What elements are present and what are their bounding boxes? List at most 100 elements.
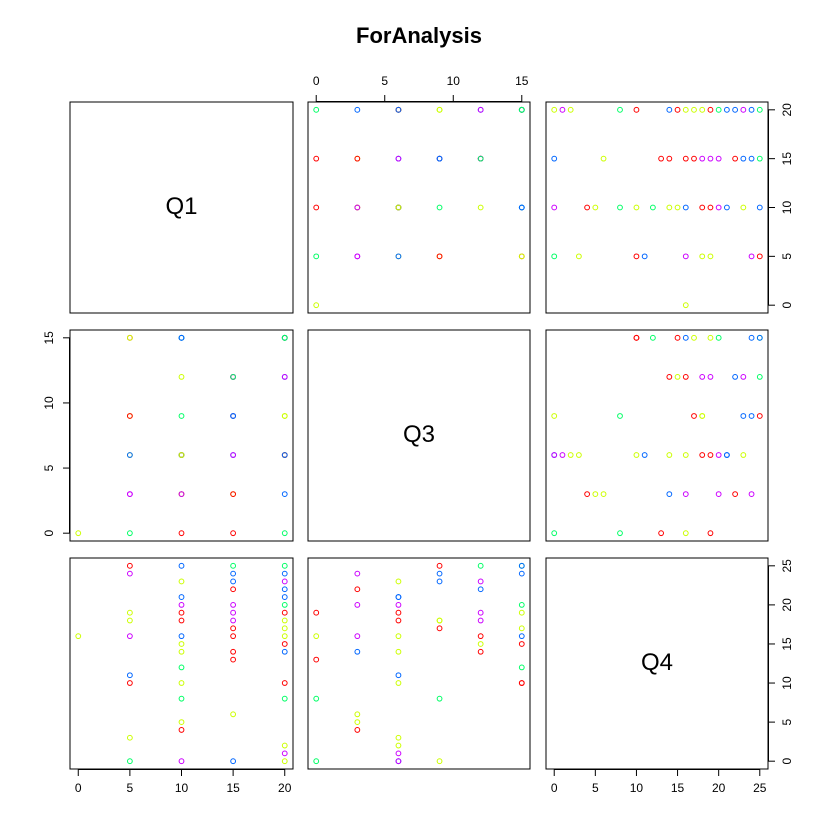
point [518, 664, 525, 671]
point [666, 491, 673, 498]
point [756, 373, 763, 380]
point [715, 334, 722, 341]
point [395, 734, 402, 741]
point [313, 656, 320, 663]
point [281, 742, 288, 749]
y-tick-label: 10 [780, 201, 794, 215]
point [178, 578, 185, 585]
point [230, 452, 237, 458]
point [477, 155, 484, 162]
x-tick-label: 25 [753, 781, 767, 795]
point [649, 334, 656, 341]
point [281, 633, 288, 640]
point [658, 530, 665, 537]
point [477, 586, 484, 593]
point [691, 413, 697, 419]
point [477, 106, 484, 113]
point [682, 373, 689, 380]
point [178, 633, 185, 640]
point [395, 617, 402, 624]
point [699, 204, 706, 211]
y-tick-label: 15 [780, 637, 794, 651]
point [600, 155, 607, 162]
point [551, 155, 558, 162]
y-tick-label: 0 [780, 302, 794, 309]
point [707, 373, 714, 380]
x-tick-label: 15 [515, 74, 529, 88]
x-tick-label: 5 [381, 74, 388, 88]
point [281, 758, 288, 765]
y-tick-label: 25 [780, 559, 794, 573]
y-tick-label: 10 [780, 676, 794, 690]
point [281, 491, 288, 498]
point [658, 155, 665, 162]
point [230, 633, 237, 640]
point [699, 452, 706, 458]
x-tick-label: 5 [127, 781, 134, 795]
point [740, 413, 747, 419]
point [281, 641, 288, 647]
point [732, 106, 739, 113]
y-tick-label: 10 [42, 396, 56, 410]
point [567, 452, 574, 458]
point [748, 334, 755, 341]
point [126, 734, 133, 741]
point [748, 253, 755, 260]
point [178, 727, 185, 733]
point [666, 373, 673, 380]
point [674, 373, 681, 380]
point [518, 609, 525, 616]
point [281, 578, 288, 585]
point [281, 680, 288, 686]
x-tick-label: 15 [226, 781, 240, 795]
point [230, 413, 237, 419]
point [756, 413, 763, 419]
panel-frame [545, 101, 769, 314]
point [666, 452, 673, 458]
point [600, 491, 607, 498]
point [436, 695, 443, 702]
point [178, 594, 185, 600]
point [715, 204, 722, 211]
point [477, 609, 484, 616]
point [633, 452, 640, 458]
point [436, 570, 443, 577]
point [178, 530, 185, 537]
point [281, 570, 288, 577]
point [395, 578, 402, 585]
point [551, 106, 558, 113]
point [691, 334, 697, 341]
point [682, 452, 689, 458]
point [126, 530, 133, 537]
point [723, 204, 730, 211]
point [178, 373, 185, 380]
point [230, 648, 237, 655]
point [230, 758, 237, 765]
point [732, 155, 739, 162]
point [230, 530, 237, 537]
point [75, 633, 82, 640]
point [313, 302, 320, 309]
point [313, 106, 320, 113]
point [674, 334, 681, 341]
point [395, 594, 402, 600]
point [281, 334, 288, 341]
point [126, 413, 133, 419]
point [756, 106, 763, 113]
point [723, 452, 730, 458]
point [633, 334, 640, 341]
point [699, 253, 706, 260]
point [395, 633, 402, 640]
variable-label: Q1 [165, 193, 197, 220]
y-tick-label: 5 [42, 464, 56, 471]
point [748, 155, 755, 162]
point [354, 711, 361, 718]
panel-frame [69, 557, 294, 770]
point [178, 334, 185, 341]
x-tick-label: 20 [278, 781, 292, 795]
point [682, 491, 689, 498]
point [617, 530, 623, 537]
point [230, 711, 237, 718]
point [281, 586, 288, 593]
